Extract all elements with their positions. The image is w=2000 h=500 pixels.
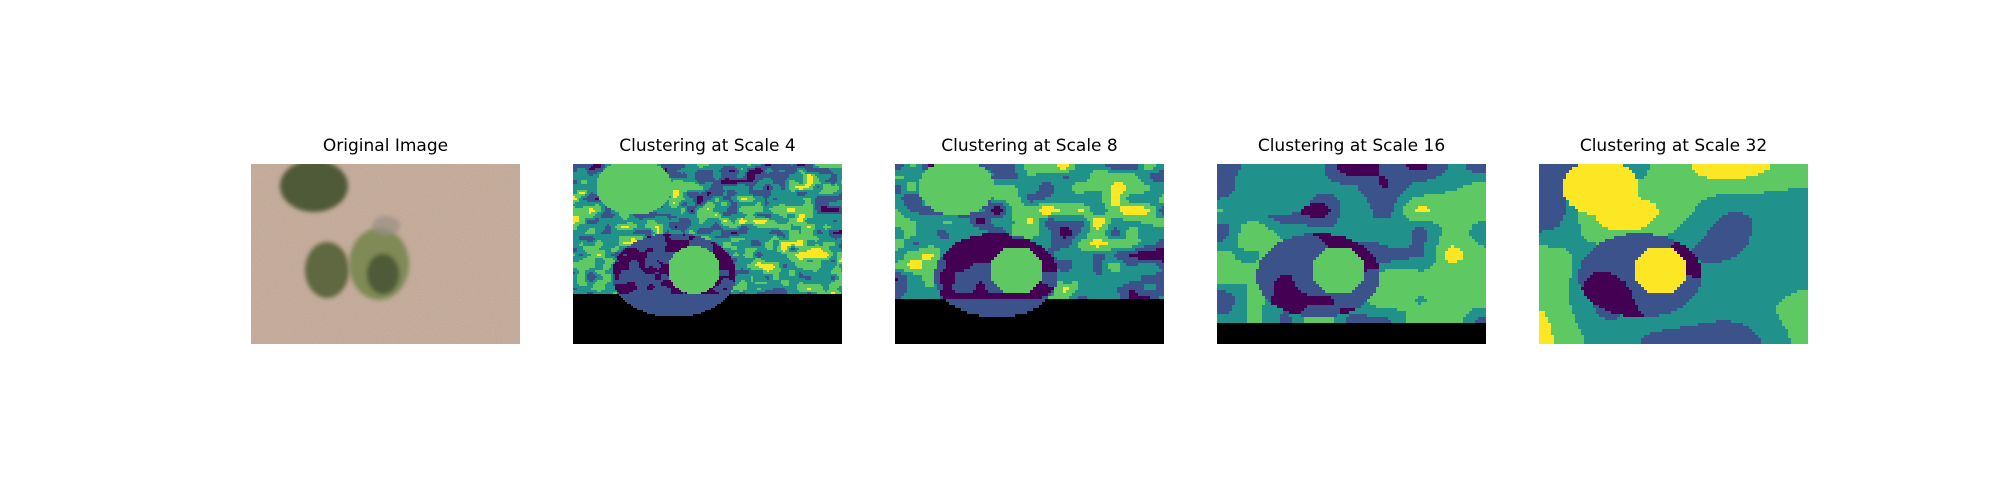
- original-image: [251, 164, 520, 344]
- panel-title: Original Image: [251, 136, 520, 156]
- panel-title: Clustering at Scale 4: [573, 136, 842, 156]
- panel-original-image: Original Image: [251, 136, 520, 346]
- panel-scale-4: Clustering at Scale 4: [573, 136, 842, 346]
- cluster-map-scale-4: [573, 164, 842, 344]
